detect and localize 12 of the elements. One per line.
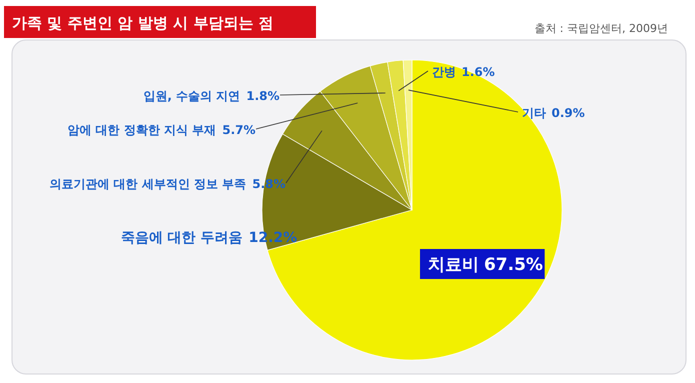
data-label: 1.8% (246, 89, 280, 103)
slice-label: 의료기관에 대한 세부적인 정보 부족 (50, 177, 246, 191)
slice-label: 죽음에 대한 두려움 (120, 230, 243, 246)
chart-title: 가족 및 주변인 암 발병 시 부담되는 점 (12, 14, 274, 32)
data-label: 5.7% (222, 123, 256, 137)
slice-label: 간병 (432, 65, 456, 79)
data-label: 67.5% (484, 255, 543, 275)
slice-label: 암에 대한 정확한 지식 부재 (68, 123, 216, 137)
source-note: 출처 : 국립암센터, 2009년 (534, 22, 668, 35)
data-label: 0.9% (552, 106, 585, 120)
slice-label: 치료비 (428, 255, 479, 275)
slice-label: 입원, 수술의 지연 (143, 89, 240, 103)
